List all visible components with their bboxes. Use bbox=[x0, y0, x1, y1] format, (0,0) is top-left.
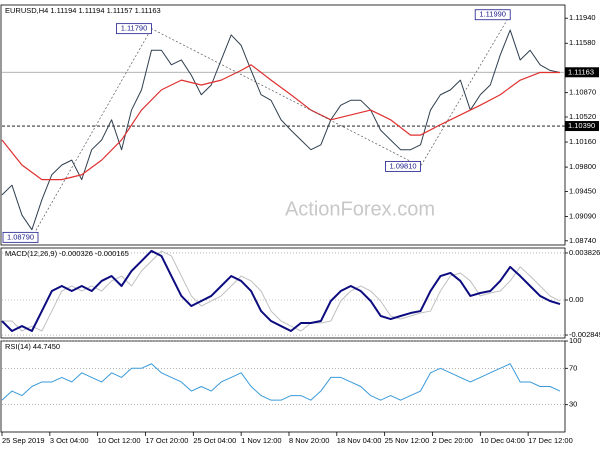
series-line bbox=[1, 29, 561, 231]
y-tick-label: -0.002849 bbox=[569, 330, 600, 339]
price-level-box bbox=[565, 121, 599, 132]
x-tick-label: 25 Sep 2019 bbox=[2, 436, 45, 445]
annotation-label: 1.11790 bbox=[121, 24, 148, 33]
x-tick-label: 17 Oct 20:00 bbox=[145, 436, 188, 445]
y-tick-label: 0.003826 bbox=[569, 248, 600, 257]
annotation-box bbox=[116, 23, 152, 35]
x-tick-label: 8 Nov 20:00 bbox=[289, 436, 329, 445]
x-tick-label: 18 Nov 04:00 bbox=[337, 436, 382, 445]
panel-frame bbox=[0, 340, 566, 433]
annotation-box bbox=[385, 160, 421, 172]
y-tick-label: 30 bbox=[569, 400, 577, 409]
x-tick-label: 25 Nov 12:00 bbox=[385, 436, 430, 445]
panel-title: EURUSD,H4 1.11194 1.11194 1.11157 1.1116… bbox=[5, 6, 161, 15]
y-tick-label: 1.11940 bbox=[569, 13, 596, 22]
panel-title: RSI(14) 44.7450 bbox=[5, 342, 60, 351]
price-level-label: 1.11163 bbox=[568, 67, 594, 76]
annotation-box bbox=[474, 9, 511, 21]
y-tick-label: 70 bbox=[569, 363, 577, 372]
x-tick-label: 10 Oct 12:00 bbox=[98, 436, 141, 445]
y-tick-label: 1.10160 bbox=[569, 137, 596, 146]
y-tick-label: 1.11580 bbox=[569, 38, 596, 47]
x-tick-label: 1 Nov 12:00 bbox=[241, 436, 281, 445]
y-tick-label: 1.08740 bbox=[569, 236, 596, 245]
annotation-box bbox=[2, 231, 39, 243]
x-tick-label: 10 Dec 04:00 bbox=[480, 436, 525, 445]
x-tick-label: 3 Oct 04:00 bbox=[50, 436, 89, 445]
series-line bbox=[1, 363, 561, 401]
panel-title: MACD(12,26,9) -0.000326 -0.000165 bbox=[5, 249, 129, 258]
y-tick-label: 1.10870 bbox=[569, 88, 596, 97]
y-tick-label: 1.09800 bbox=[569, 162, 596, 171]
trend-line bbox=[31, 14, 511, 238]
y-tick-label: 0.00 bbox=[569, 295, 584, 304]
annotation-label: 1.11990 bbox=[479, 10, 506, 19]
x-tick-label: 25 Oct 04:00 bbox=[193, 436, 236, 445]
annotation-label: 1.08790 bbox=[7, 232, 34, 241]
y-tick-label: 1.09450 bbox=[569, 186, 596, 195]
series-line bbox=[1, 64, 561, 181]
panel-frame bbox=[0, 247, 566, 339]
annotation-label: 1.09810 bbox=[389, 161, 416, 170]
y-tick-label: 100 bbox=[569, 336, 582, 345]
series-line bbox=[1, 249, 561, 332]
x-tick-label: 2 Dec 20:00 bbox=[432, 436, 472, 445]
price-level-label: 1.10390 bbox=[568, 121, 595, 130]
price-level-box bbox=[565, 67, 599, 78]
watermark: ActionForex.com bbox=[285, 198, 435, 220]
y-tick-label: 1.09090 bbox=[569, 211, 596, 220]
y-tick-label: 1.10520 bbox=[569, 112, 596, 121]
x-tick-label: 17 Dec 12:00 bbox=[528, 436, 573, 445]
